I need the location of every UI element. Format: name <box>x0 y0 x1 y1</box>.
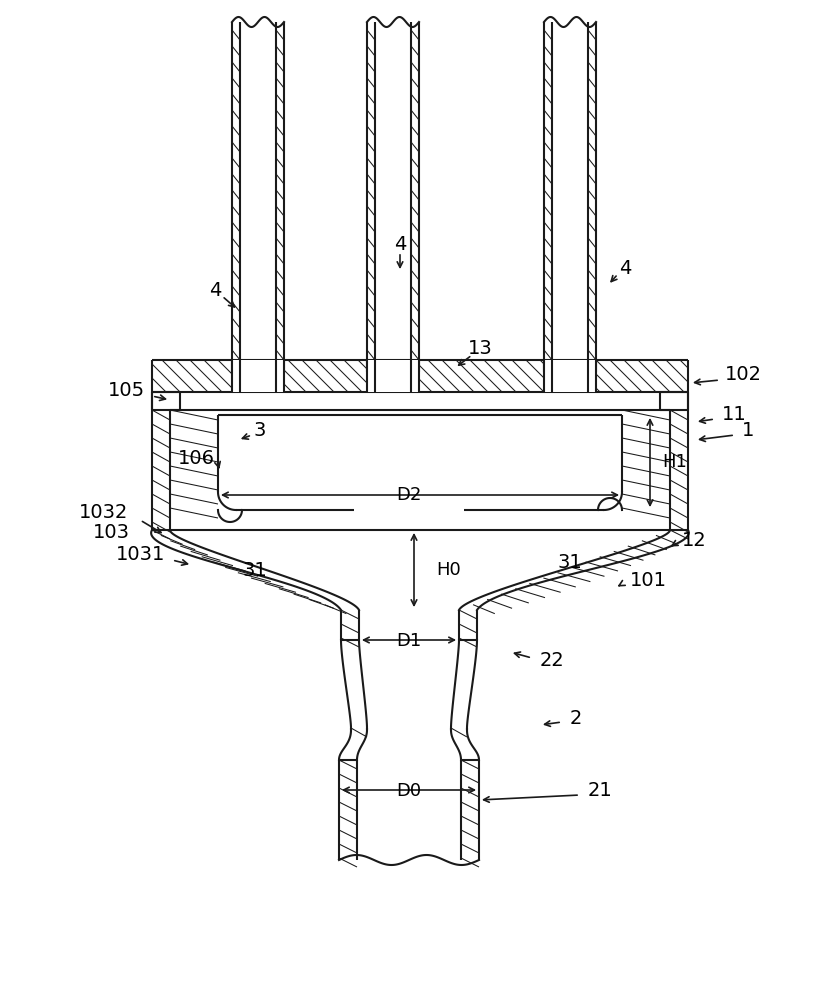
Text: 11: 11 <box>722 406 747 424</box>
Text: H1: H1 <box>663 453 687 471</box>
Bar <box>232 360 284 392</box>
Text: D2: D2 <box>396 486 422 504</box>
Text: 13: 13 <box>468 338 492 358</box>
Text: 4: 4 <box>209 280 221 300</box>
Text: 1: 1 <box>742 420 754 440</box>
Text: 31: 31 <box>243 560 267 580</box>
Text: 106: 106 <box>178 448 215 468</box>
Text: 105: 105 <box>108 380 145 399</box>
Text: 12: 12 <box>682 530 707 550</box>
Text: 3: 3 <box>254 420 266 440</box>
Text: 102: 102 <box>725 365 762 384</box>
Bar <box>367 360 419 392</box>
Text: 1031: 1031 <box>115 546 165 564</box>
Text: D0: D0 <box>397 782 421 800</box>
Text: H0: H0 <box>437 561 461 579</box>
Text: 4: 4 <box>618 258 631 277</box>
Text: 2: 2 <box>570 708 582 728</box>
Text: 31: 31 <box>558 552 582 572</box>
Text: 22: 22 <box>540 650 564 670</box>
Text: D1: D1 <box>397 632 421 650</box>
Text: 101: 101 <box>630 570 667 589</box>
Text: 21: 21 <box>588 780 613 800</box>
Text: 4: 4 <box>393 235 407 254</box>
Bar <box>544 360 596 392</box>
Text: 1032: 1032 <box>79 502 128 522</box>
Text: 103: 103 <box>93 522 130 542</box>
